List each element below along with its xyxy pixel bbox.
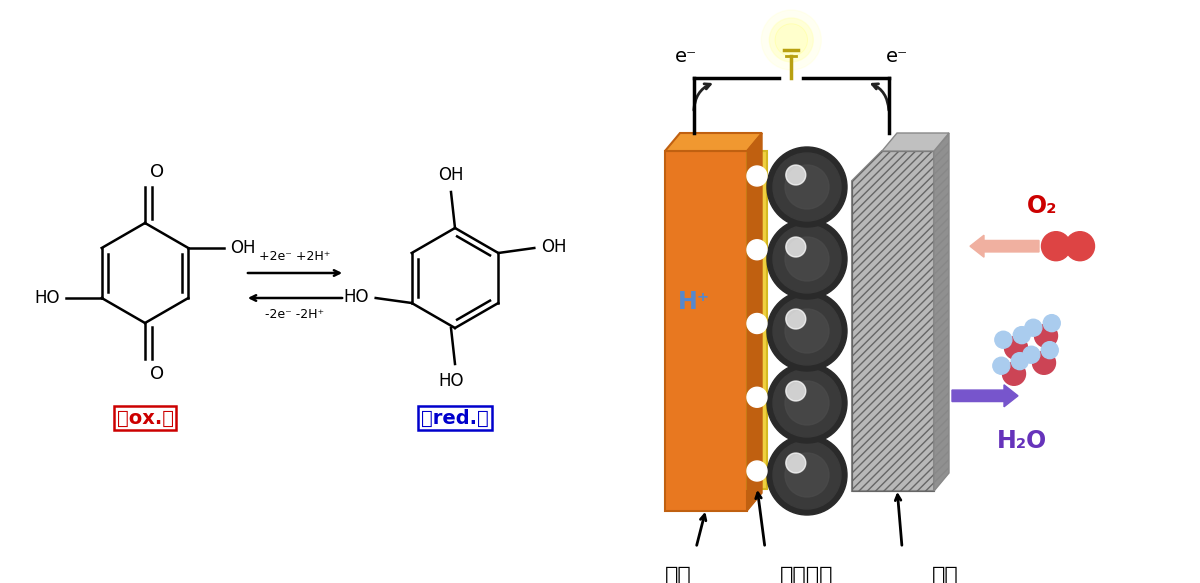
Circle shape — [761, 10, 821, 70]
Text: e⁻: e⁻ — [674, 47, 697, 66]
Text: 電解質膜: 電解質膜 — [780, 566, 834, 583]
Circle shape — [773, 225, 841, 293]
FancyArrow shape — [970, 235, 1039, 257]
Text: 「red.」: 「red.」 — [421, 409, 488, 427]
Text: OH: OH — [438, 166, 463, 184]
Circle shape — [746, 240, 767, 260]
Circle shape — [746, 166, 767, 186]
FancyBboxPatch shape — [665, 151, 748, 511]
Circle shape — [1042, 342, 1058, 359]
Text: O: O — [150, 365, 164, 383]
Circle shape — [785, 237, 829, 281]
Polygon shape — [882, 133, 949, 151]
Text: -2e⁻ -2H⁺: -2e⁻ -2H⁺ — [265, 308, 324, 321]
Circle shape — [786, 165, 806, 185]
Text: 「ox.」: 「ox.」 — [116, 409, 174, 427]
Circle shape — [1034, 324, 1057, 347]
Circle shape — [1002, 362, 1026, 385]
Circle shape — [767, 291, 847, 371]
Circle shape — [1032, 352, 1056, 374]
Circle shape — [767, 435, 847, 515]
Circle shape — [785, 309, 829, 353]
Circle shape — [992, 357, 1010, 374]
Text: 正極: 正極 — [931, 566, 959, 583]
Circle shape — [767, 363, 847, 443]
Text: 負極: 負極 — [665, 566, 691, 583]
Circle shape — [785, 165, 829, 209]
FancyBboxPatch shape — [748, 151, 767, 489]
Circle shape — [1012, 353, 1028, 370]
Circle shape — [773, 297, 841, 365]
Polygon shape — [852, 151, 934, 491]
Circle shape — [995, 331, 1012, 348]
Text: HO: HO — [343, 288, 368, 306]
Circle shape — [1013, 326, 1031, 343]
Circle shape — [769, 18, 814, 62]
Circle shape — [773, 153, 841, 221]
Text: e⁻: e⁻ — [886, 47, 908, 66]
Circle shape — [786, 453, 806, 473]
FancyArrow shape — [952, 385, 1018, 407]
Circle shape — [775, 24, 808, 56]
Circle shape — [1043, 315, 1061, 332]
Circle shape — [767, 147, 847, 227]
Polygon shape — [934, 133, 949, 491]
Circle shape — [776, 25, 806, 55]
Circle shape — [786, 381, 806, 401]
Circle shape — [785, 453, 829, 497]
Circle shape — [767, 219, 847, 299]
Circle shape — [1066, 231, 1094, 261]
Text: O: O — [150, 163, 164, 181]
Text: HO: HO — [34, 289, 60, 307]
Text: OH: OH — [230, 239, 256, 257]
Circle shape — [1025, 319, 1042, 336]
Polygon shape — [665, 133, 762, 151]
Text: H₂O: H₂O — [997, 429, 1048, 453]
Circle shape — [746, 387, 767, 408]
Text: +2e⁻ +2H⁺: +2e⁻ +2H⁺ — [259, 250, 331, 263]
Circle shape — [786, 237, 806, 257]
Circle shape — [785, 381, 829, 425]
Text: HO: HO — [438, 372, 463, 390]
Text: H⁺: H⁺ — [678, 290, 710, 314]
Circle shape — [746, 314, 767, 333]
Text: OH: OH — [541, 238, 566, 256]
Circle shape — [1042, 231, 1070, 261]
Circle shape — [786, 309, 806, 329]
Polygon shape — [748, 133, 762, 511]
Circle shape — [1022, 346, 1040, 363]
Text: O₂: O₂ — [1027, 194, 1057, 218]
Circle shape — [746, 461, 767, 481]
Circle shape — [773, 369, 841, 437]
Circle shape — [1004, 336, 1027, 359]
Circle shape — [773, 441, 841, 509]
